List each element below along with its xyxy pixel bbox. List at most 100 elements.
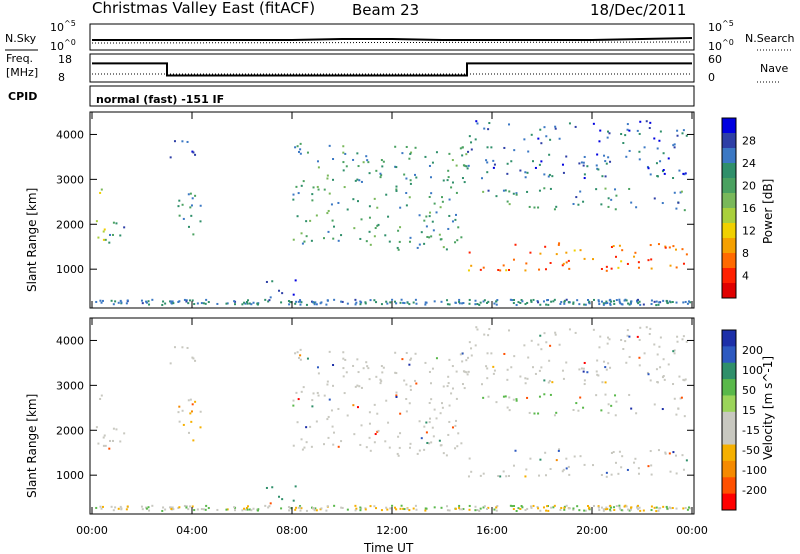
- velocity-cell: [560, 506, 563, 509]
- power-cell: [615, 299, 618, 302]
- velocity-cell: [493, 508, 496, 511]
- velocity-cell: [454, 507, 457, 510]
- y-tick-label: 4000: [56, 334, 84, 347]
- power-cell: [423, 219, 426, 222]
- power-cell: [461, 146, 464, 149]
- power-cell: [342, 161, 345, 164]
- power-cell: [519, 169, 522, 172]
- power-cell: [499, 269, 502, 272]
- power-cell: [658, 139, 661, 142]
- velocity-cell: [643, 352, 646, 355]
- power-cell: [560, 300, 563, 303]
- velocity-cell: [455, 397, 458, 400]
- power-cell: [177, 300, 180, 303]
- velocity-cell: [659, 336, 662, 339]
- power-cell: [495, 195, 498, 198]
- power-cell: [385, 300, 388, 303]
- velocity-cell: [428, 442, 431, 445]
- power-cell: [549, 138, 552, 141]
- power-cell: [447, 169, 450, 172]
- velocity-cell: [151, 504, 154, 507]
- velocity-cell: [633, 461, 636, 464]
- velocity-cell: [584, 509, 587, 512]
- velocity-cell: [630, 506, 633, 509]
- velocity-cell: [600, 409, 603, 412]
- velocity-cell: [540, 348, 543, 351]
- power-cell: [415, 176, 418, 179]
- velocity-cell: [492, 372, 495, 375]
- velocity-cell: [455, 370, 458, 373]
- power-cell: [609, 160, 612, 163]
- colorbar-tick-label: 200: [742, 344, 763, 357]
- velocity-cell: [360, 424, 363, 427]
- power-cell: [225, 302, 228, 305]
- power-cell: [533, 206, 536, 209]
- velocity-cell: [580, 367, 583, 370]
- velocity-cell: [565, 504, 568, 507]
- power-cell: [478, 303, 481, 306]
- y-tick-label: 2000: [56, 218, 84, 231]
- power-cell: [669, 301, 672, 304]
- power-cell: [297, 192, 300, 195]
- velocity-cell: [468, 341, 471, 344]
- velocity-cell: [355, 507, 358, 510]
- velocity-cell: [448, 358, 451, 361]
- power-cell: [193, 303, 196, 306]
- power-cell: [519, 301, 522, 304]
- power-cell: [655, 300, 658, 303]
- velocity-cell: [447, 375, 450, 378]
- power-cell: [415, 302, 418, 305]
- velocity-cell: [509, 504, 512, 507]
- velocity-cell: [562, 468, 565, 471]
- power-cell: [514, 243, 517, 246]
- velocity-cell: [394, 351, 397, 354]
- velocity-cell: [433, 506, 436, 509]
- power-cell: [233, 300, 236, 303]
- velocity-cell: [112, 509, 115, 512]
- power-cell: [565, 155, 568, 158]
- power-cell: [647, 259, 650, 262]
- velocity-cell: [528, 411, 531, 414]
- power-cell: [332, 178, 335, 181]
- power-cell: [649, 244, 652, 247]
- velocity-cell: [508, 409, 511, 412]
- velocity-cell: [487, 395, 490, 398]
- velocity-cell: [683, 415, 686, 418]
- power-cell: [178, 199, 181, 202]
- power-cell: [677, 201, 680, 204]
- power-cell: [445, 248, 448, 251]
- power-cell: [356, 152, 359, 155]
- velocity-cell: [414, 352, 417, 355]
- velocity-cell: [315, 509, 318, 512]
- velocity-cell: [583, 383, 586, 386]
- velocity-cell: [252, 507, 255, 510]
- power-cell: [637, 266, 640, 269]
- velocity-cell: [305, 426, 308, 429]
- power-cell: [399, 301, 402, 304]
- velocity-cell: [512, 508, 515, 511]
- power-cell: [461, 154, 464, 157]
- power-cell: [354, 179, 357, 182]
- power-cell: [545, 303, 548, 306]
- power-cell: [530, 133, 533, 136]
- power-cell: [376, 206, 379, 209]
- power-cell: [333, 298, 336, 301]
- velocity-cell: [409, 388, 412, 391]
- velocity-cell: [381, 371, 384, 374]
- power-cell: [549, 187, 552, 190]
- velocity-cell: [366, 365, 369, 368]
- power-cell: [563, 302, 566, 305]
- power-cell: [467, 269, 470, 272]
- power-cell: [311, 300, 314, 303]
- power-cell: [117, 301, 120, 304]
- velocity-cell: [638, 506, 641, 509]
- power-cell: [316, 185, 319, 188]
- velocity-cell: [610, 451, 613, 454]
- power-cell: [414, 146, 417, 149]
- colorbar-swatch: [722, 178, 736, 194]
- velocity-cell: [467, 475, 470, 478]
- power-cell: [120, 301, 123, 304]
- velocity-cell: [183, 504, 186, 507]
- power-cell: [548, 153, 551, 156]
- velocity-cell: [430, 441, 433, 444]
